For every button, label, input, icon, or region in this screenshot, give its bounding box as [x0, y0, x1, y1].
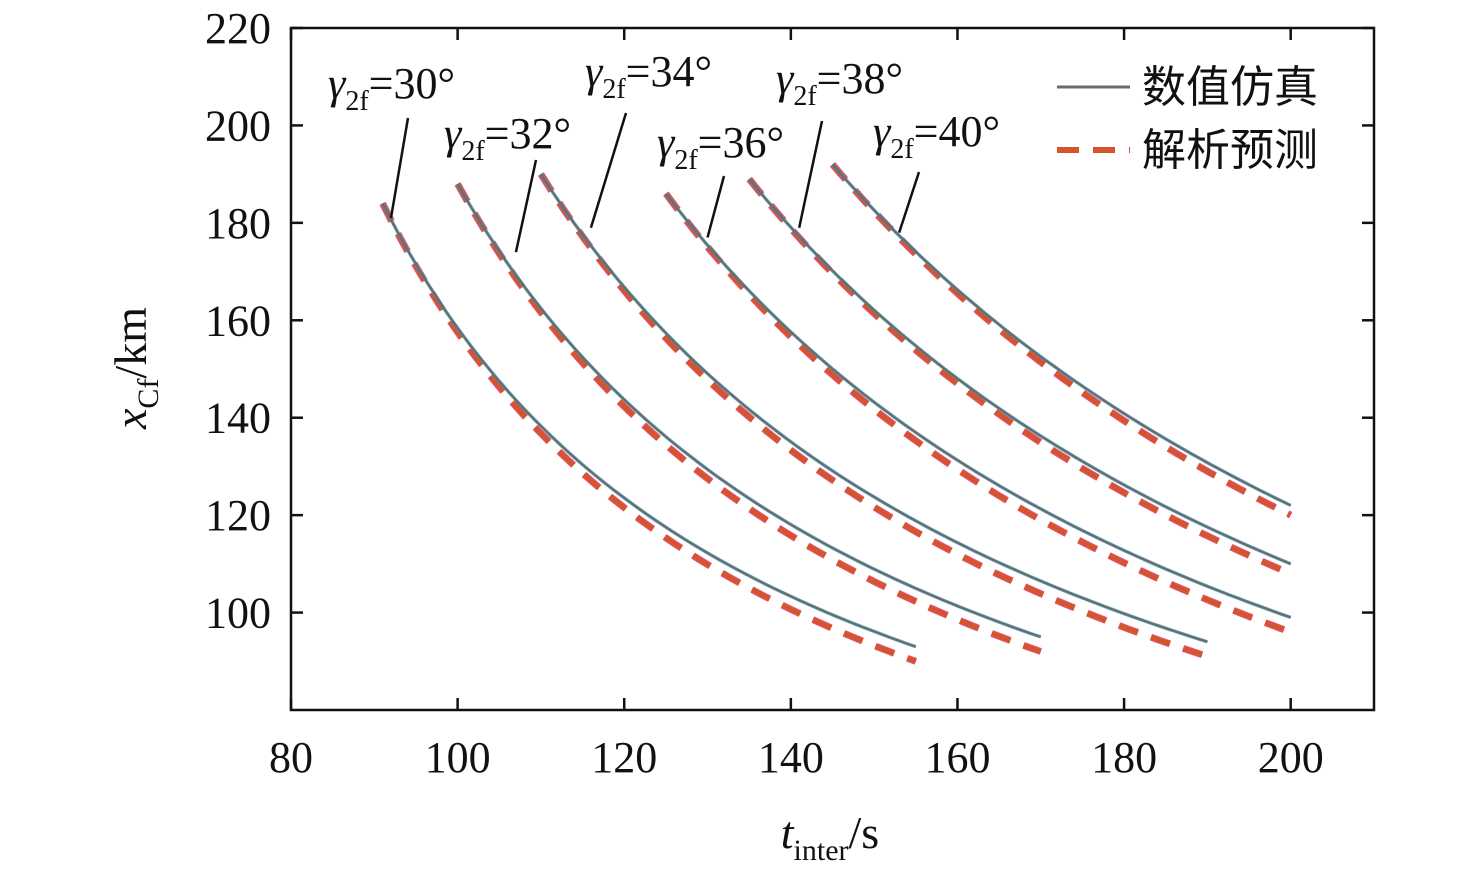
analytic-line [747, 177, 1292, 576]
annotation-label: γ2f=38° [776, 54, 903, 112]
y-ticks: 100 120 140 160 180 200 220 [205, 4, 1374, 638]
y-axis-title-unit: /km [105, 307, 156, 379]
y-tick-label: 200 [205, 101, 271, 150]
x-axis-title-unit: /s [849, 807, 880, 858]
annotation-symbol: γ [444, 109, 463, 158]
series-4 [746, 176, 1293, 577]
annotation-subscript: 2f [793, 81, 817, 112]
y-tick-label: 140 [205, 394, 271, 443]
annotation-leader [897, 171, 921, 233]
series-1 [454, 182, 1042, 655]
y-tick-label: 180 [205, 199, 271, 248]
legend: 数值仿真 解析预测 [1057, 62, 1318, 176]
analytic-line [663, 192, 1292, 635]
annotation-subscript: 2f [461, 136, 485, 167]
annotation-label: γ2f=34° [585, 47, 712, 105]
annotation-subscript: 2f [345, 86, 369, 117]
annotation-label: γ2f=30° [328, 59, 455, 117]
annotation-symbol: γ [328, 59, 347, 108]
annotation-value: =40° [914, 107, 1000, 156]
series-0 [379, 201, 917, 665]
annotation-symbol: γ [776, 54, 795, 103]
x-tick-label: 160 [924, 733, 990, 782]
annotation-value: =38° [817, 54, 903, 103]
x-tick-label: 100 [425, 733, 491, 782]
annotation-leader [514, 159, 538, 253]
annotation-value: =30° [369, 59, 455, 108]
analytic-line [538, 172, 1209, 659]
x-axis-title: tinter/s [781, 807, 879, 867]
x-axis-title-main: t [781, 807, 795, 858]
simulation-line [539, 173, 1208, 643]
x-tick-label: 120 [591, 733, 657, 782]
y-axis-title-sub: Cf [132, 379, 165, 409]
annotation-label: γ2f=36° [657, 118, 784, 176]
x-tick-label: 200 [1258, 733, 1324, 782]
analytic-line [380, 202, 917, 664]
simulation-line [748, 178, 1292, 565]
annotation-symbol: γ [585, 47, 604, 96]
annotation-leader [706, 175, 726, 238]
simulation-line [456, 183, 1042, 638]
x-axis-title-sub: inter [794, 834, 849, 867]
y-axis-title-main: x [105, 408, 156, 430]
annotations-layer: γ2f=30°γ2f=32°γ2f=34°γ2f=36°γ2f=38°γ2f=4… [328, 47, 1000, 253]
annotation-symbol: γ [657, 118, 676, 167]
y-tick-label: 100 [205, 589, 271, 638]
x-tick-label: 80 [269, 733, 313, 782]
annotation-symbol: γ [873, 107, 892, 156]
x-tick-label: 180 [1091, 733, 1157, 782]
simulation-line-highlight [381, 202, 917, 649]
annotation-leader [589, 112, 628, 229]
annotation-leader [389, 117, 410, 219]
annotation-label: γ2f=32° [444, 109, 571, 167]
series-3 [663, 191, 1292, 636]
simulation-line [665, 192, 1292, 619]
y-tick-label: 220 [205, 4, 271, 53]
y-axis-title: xCf/km [105, 307, 165, 430]
simulation-line [831, 163, 1292, 507]
legend-label-sim: 数值仿真 [1142, 62, 1318, 113]
annotation-subscript: 2f [890, 134, 914, 165]
curves-layer [379, 162, 1293, 665]
annotation-label: γ2f=40° [873, 107, 1000, 165]
series-2 [537, 172, 1209, 660]
plot-frame [289, 26, 1376, 712]
y-tick-label: 160 [205, 296, 271, 345]
annotation-subscript: 2f [602, 74, 626, 105]
simulation-line [381, 202, 917, 648]
x-tick-label: 140 [758, 733, 824, 782]
simulation-line-highlight [539, 173, 1208, 644]
annotation-value: =36° [698, 118, 784, 167]
y-tick-label: 120 [205, 491, 271, 540]
series-5 [829, 162, 1293, 519]
analytic-line [455, 182, 1042, 654]
x-ticks: 80 100 120 140 160 180 200 [269, 28, 1324, 782]
legend-label-ana: 解析预测 [1142, 125, 1318, 176]
annotation-value: =32° [485, 109, 571, 158]
annotation-subscript: 2f [674, 145, 698, 176]
annotation-leader [797, 120, 824, 228]
annotation-value: =34° [626, 47, 712, 96]
